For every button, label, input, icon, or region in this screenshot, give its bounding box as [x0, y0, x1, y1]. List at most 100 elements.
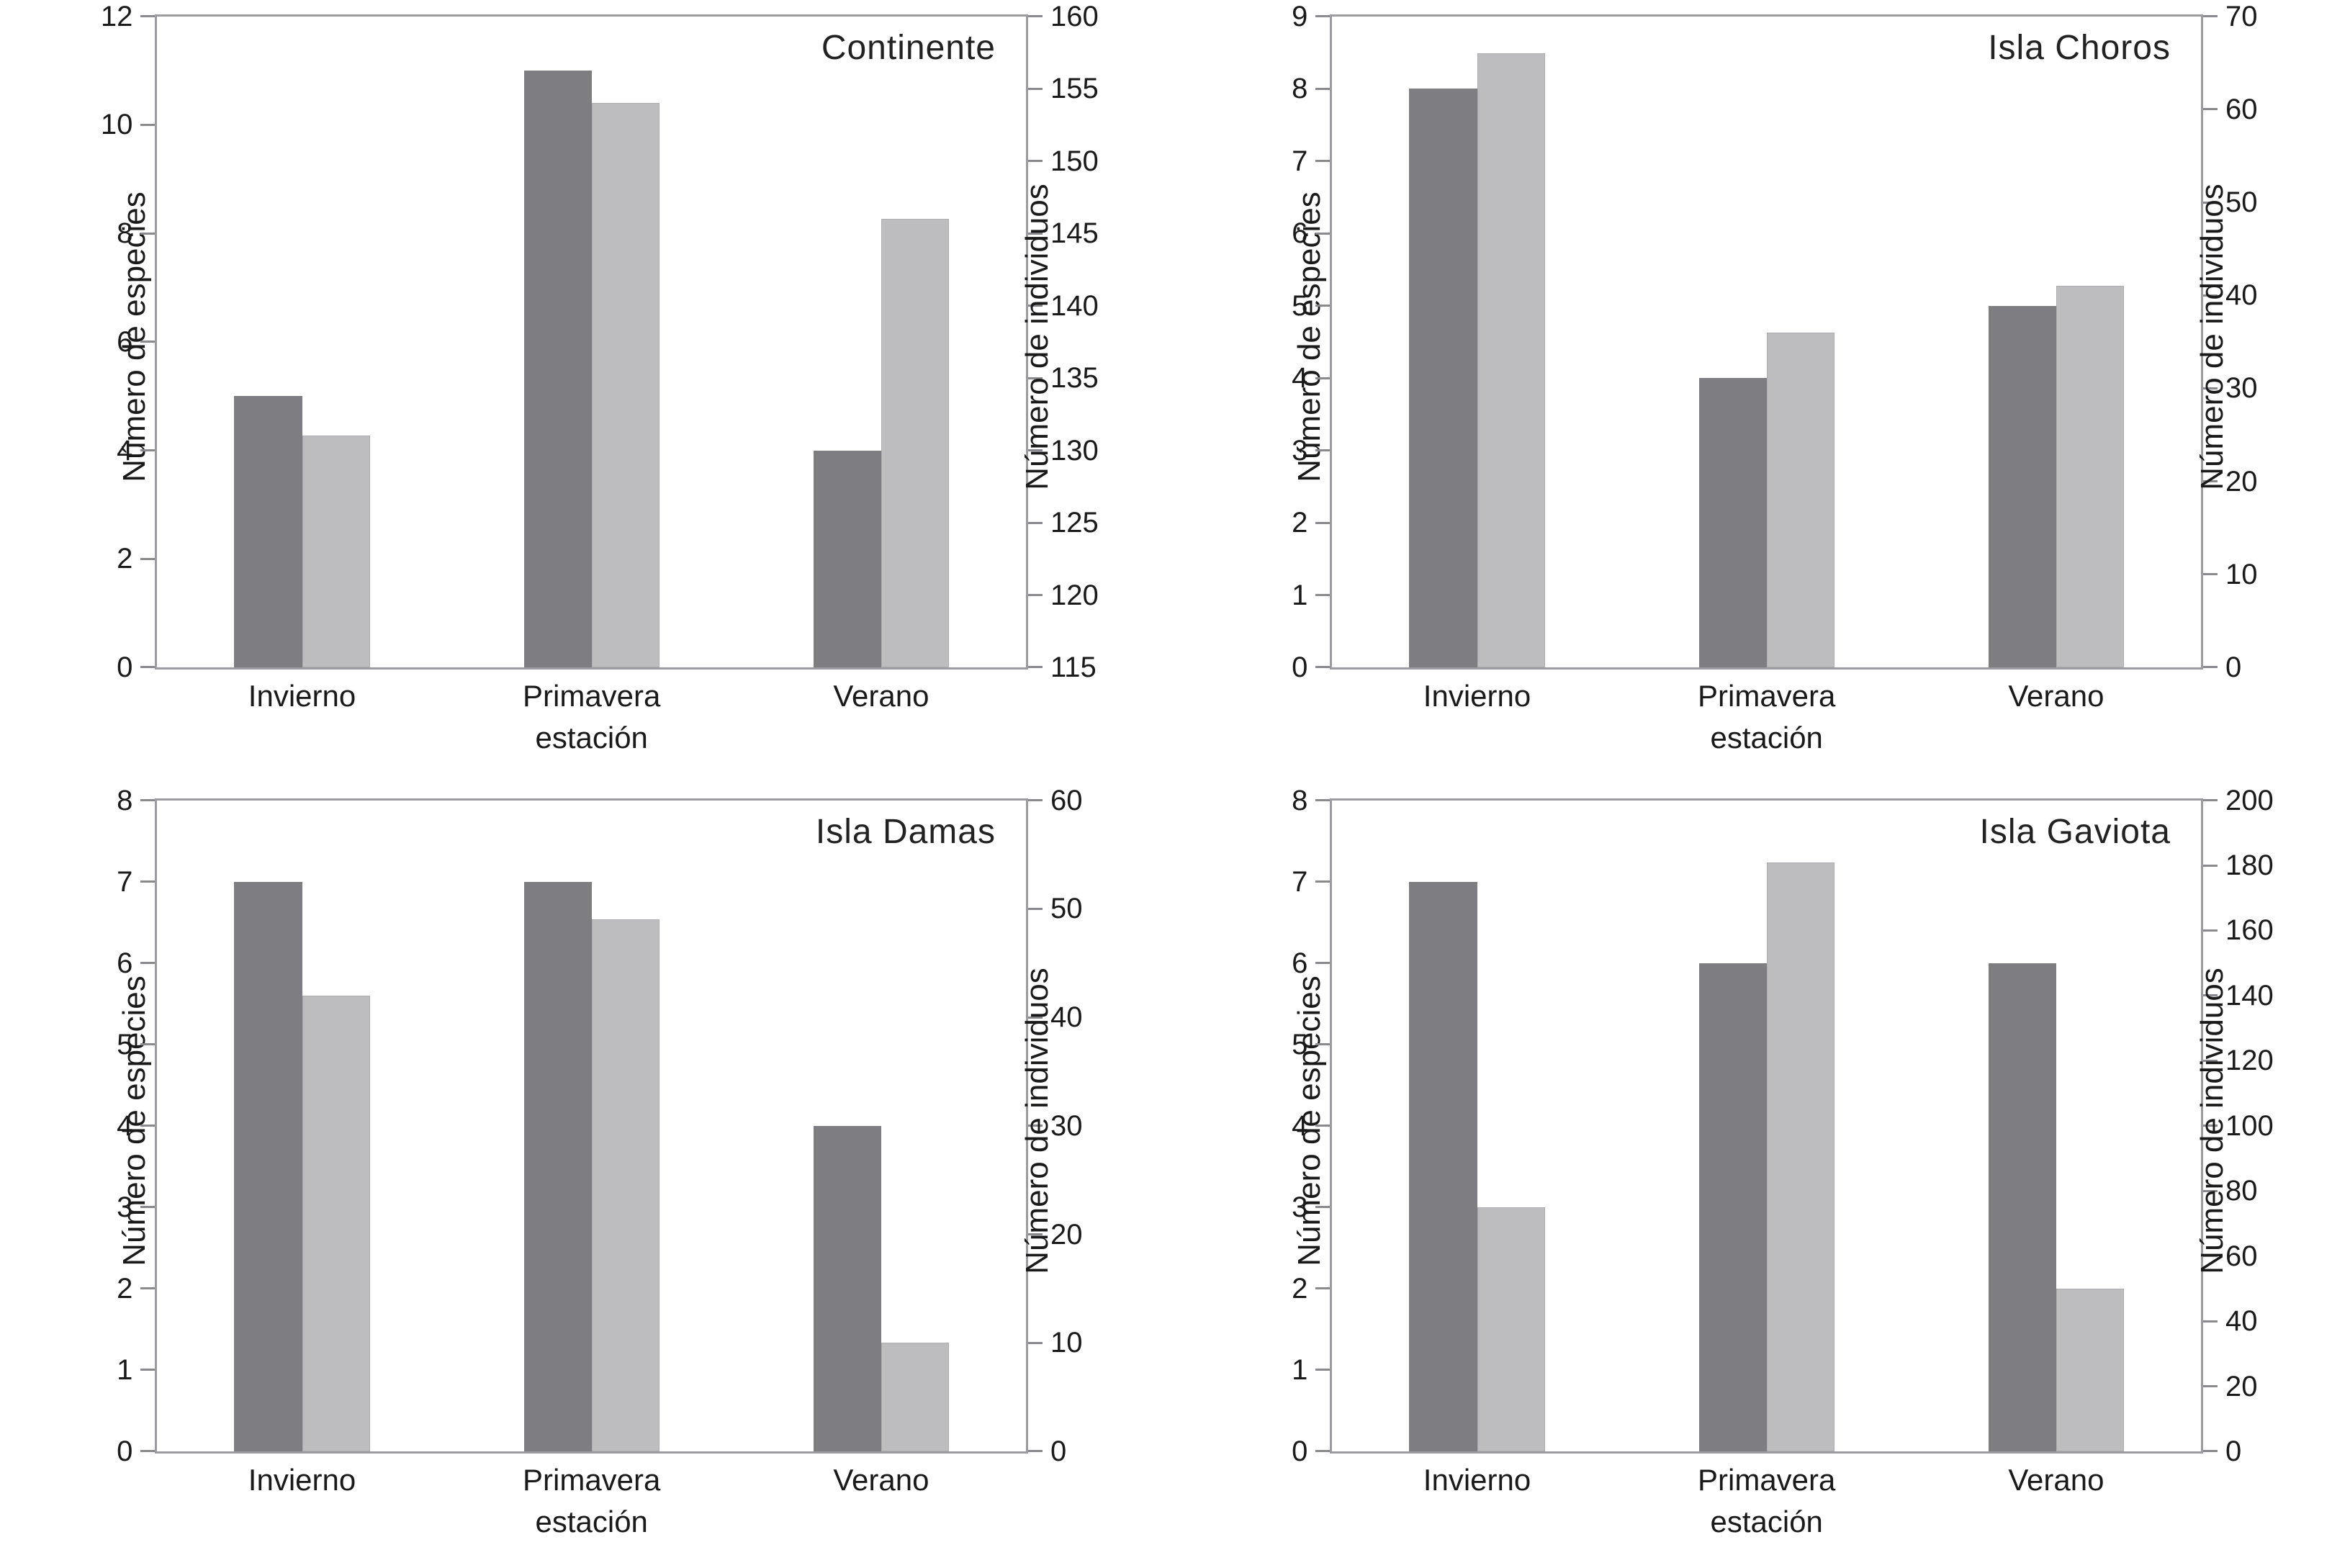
bar-group-verano [813, 801, 949, 1451]
right-axis-tick-mark [1027, 907, 1043, 910]
bar-group-verano [1988, 17, 2124, 667]
left-axis-tick-label: 5 [1292, 1028, 1308, 1060]
left-axis-tick-label: 1 [117, 1353, 133, 1386]
left-axis-tick-mark [140, 799, 156, 802]
species-bar [813, 1125, 881, 1451]
right-axis-title: Número de individuos [1019, 184, 1055, 491]
left-axis-tick-mark [140, 666, 156, 669]
bar-group-invierno [1409, 801, 1545, 1451]
right-axis-tick-mark [1027, 449, 1043, 452]
category-label-primavera: Primavera [1698, 678, 1836, 713]
left-axis-tick-label: 5 [117, 1028, 133, 1060]
plot-area: Continente 0 2 4 6 8 10 12 115 120 125 130 135 140 14… [101, 2, 1099, 754]
left-axis-tick-label: 8 [117, 784, 133, 816]
species-bar [1988, 963, 2056, 1451]
right-axis-tick-label: 60 [2225, 93, 2258, 125]
chart-title: Isla Gaviota [1979, 812, 2171, 851]
left-axis-tick-label: 0 [1292, 1435, 1308, 1467]
right-axis-title: Número de individuos [2194, 968, 2230, 1275]
left-axis-tick-label: 10 [100, 109, 133, 141]
bar-group-primavera [523, 17, 659, 667]
right-axis-tick-label: 140 [1050, 289, 1099, 322]
species-bar [813, 450, 881, 667]
right-axis-tick-mark [2202, 294, 2218, 297]
left-axis-tick-label: 0 [1292, 651, 1308, 683]
right-axis-tick-label: 0 [1050, 1435, 1067, 1467]
left-axis-tick-label: 4 [117, 434, 133, 467]
right-axis-tick-label: 50 [2225, 186, 2258, 218]
individuals-bar [1477, 1207, 1545, 1451]
right-axis-tick-label: 50 [1050, 893, 1083, 925]
right-axis-title: Número de individuos [1019, 968, 1055, 1275]
right-axis-tick-label: 145 [1050, 217, 1099, 250]
right-axis-tick-mark [2202, 864, 2218, 867]
right-axis-tick-mark [2202, 1385, 2218, 1388]
right-axis-tick-mark [2202, 15, 2218, 18]
left-axis-tick-label: 8 [117, 217, 133, 250]
left-axis-tick-mark [140, 1450, 156, 1453]
right-axis-tick-mark [1027, 15, 1043, 18]
left-axis-tick-label: 7 [117, 865, 133, 898]
right-axis-tick-label: 30 [1050, 1109, 1083, 1142]
left-axis-tick-label: 1 [1292, 579, 1308, 611]
right-axis-tick-label: 200 [2225, 784, 2274, 816]
right-axis-tick-mark [1027, 521, 1043, 524]
right-axis-tick-label: 125 [1050, 507, 1099, 539]
chart-panel-continente: Número de especies Continente 0 2 4 6 8 10 12 1… [0, 0, 1175, 784]
right-axis-tick-label: 20 [2225, 1370, 2258, 1402]
left-axis-tick-mark [140, 1125, 156, 1127]
species-bar [1988, 305, 2056, 667]
left-axis-tick-label: 6 [117, 947, 133, 979]
left-axis-tick-mark [1315, 87, 1331, 90]
species-bar [1409, 89, 1477, 667]
left-axis-tick-mark [140, 880, 156, 883]
plot-area: Isla Gaviota 0 1 2 3 4 5 6 7 8 0 20 40 60 80 100 120 140… [1292, 786, 2274, 1538]
left-axis-tick-mark [1315, 521, 1331, 524]
left-axis-tick-label: 9 [1292, 0, 1308, 32]
right-axis-tick-mark [1027, 377, 1043, 379]
left-axis-tick-label: 7 [1292, 145, 1308, 177]
left-axis-tick-mark [140, 962, 156, 965]
bar-group-primavera [523, 801, 659, 1451]
individuals-bar [1766, 332, 1834, 667]
category-label-invierno: Invierno [1423, 1462, 1531, 1497]
left-axis-tick-label: 0 [117, 651, 133, 683]
species-bar [1409, 881, 1477, 1451]
bar-group-primavera [1698, 17, 1834, 667]
right-axis-tick-label: 40 [2225, 279, 2258, 312]
right-axis-tick-mark [1027, 1016, 1043, 1019]
left-axis-tick-mark [1315, 449, 1331, 452]
right-axis-tick-label: 135 [1050, 362, 1099, 395]
right-axis-tick-mark [2202, 387, 2218, 389]
left-axis-tick-label: 6 [117, 325, 133, 358]
right-axis-tick-mark [2202, 799, 2218, 802]
left-axis-tick-mark [1315, 160, 1331, 163]
right-axis-tick-mark [2202, 1320, 2218, 1323]
species-bar [523, 70, 592, 667]
left-axis-tick-mark [1315, 305, 1331, 307]
right-axis-tick-label: 30 [2225, 372, 2258, 405]
left-axis-tick-mark [140, 449, 156, 452]
right-axis-tick-label: 120 [1050, 579, 1099, 611]
category-label-verano: Verano [2008, 1462, 2104, 1497]
left-axis-tick-mark [140, 341, 156, 343]
right-axis-tick-mark [1027, 1450, 1043, 1453]
bar-group-invierno [234, 801, 370, 1451]
left-axis-tick-mark [140, 123, 156, 126]
category-label-invierno: Invierno [1423, 678, 1531, 713]
individuals-bar [302, 995, 370, 1451]
bar-group-invierno [1409, 17, 1545, 667]
x-axis-title: estación [535, 1504, 648, 1538]
individuals-bar [881, 218, 949, 667]
species-bar [1698, 963, 1767, 1451]
right-axis-tick-label: 10 [1050, 1327, 1083, 1359]
left-axis-tick-mark [1315, 377, 1331, 379]
left-axis-tick-label: 2 [117, 543, 133, 575]
left-axis-tick-mark [1315, 594, 1331, 596]
right-axis-tick-label: 40 [2225, 1305, 2258, 1338]
x-axis-title: estación [535, 720, 648, 754]
right-axis-tick-label: 140 [2225, 979, 2274, 1011]
